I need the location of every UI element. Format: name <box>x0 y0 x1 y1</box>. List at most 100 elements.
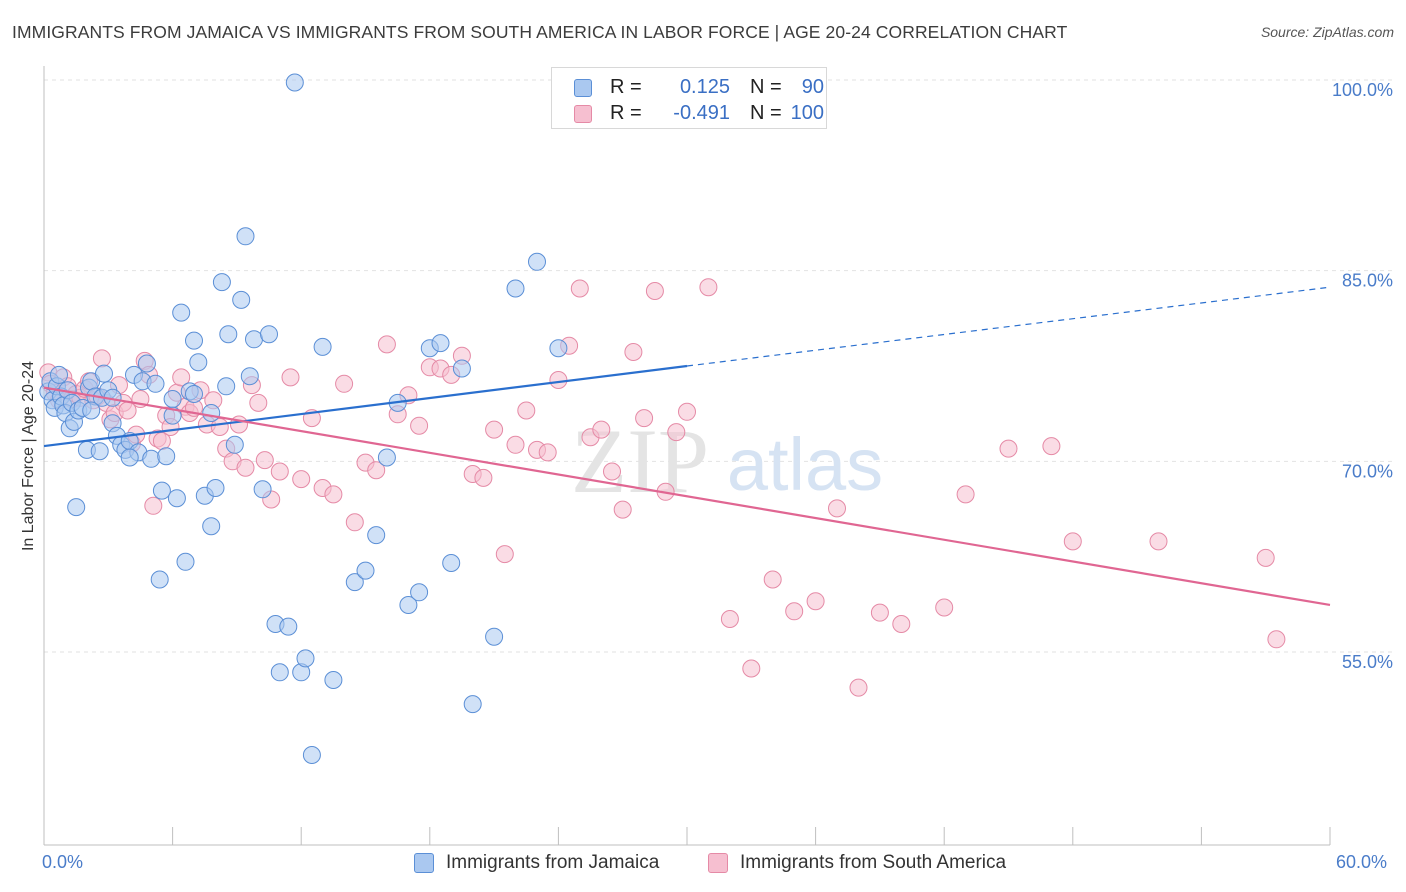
south-america-point <box>699 278 718 297</box>
jamaica-legend-swatch <box>414 853 434 873</box>
jamaica-point <box>206 479 225 497</box>
south-america-point <box>1267 630 1286 649</box>
jamaica-point <box>202 517 221 536</box>
south-america-point <box>1149 532 1168 551</box>
y-tick-label: 100.0% <box>1332 80 1393 100</box>
south-america-point <box>270 462 289 481</box>
y-tick-label: 85.0% <box>1342 271 1393 291</box>
jamaica-point <box>279 617 298 636</box>
jamaica-swatch <box>574 79 592 97</box>
south-america-point <box>635 409 654 428</box>
jamaica-point <box>90 442 109 461</box>
south-america-point <box>538 443 557 462</box>
jamaica-point <box>232 290 251 309</box>
n-label: N = <box>750 102 782 124</box>
jamaica-point <box>377 448 396 467</box>
jamaica-point <box>410 583 429 602</box>
jamaica-point <box>285 73 304 92</box>
south-america-r-value: -0.491 <box>673 102 730 124</box>
jamaica-point <box>506 279 525 298</box>
south-america-n-value: 100 <box>790 102 824 124</box>
jamaica-r-value: 0.125 <box>679 76 730 98</box>
jamaica-point <box>137 354 156 373</box>
south-america-point <box>485 420 504 439</box>
trend-lines <box>43 286 1331 607</box>
n-label: N = <box>750 76 782 98</box>
jamaica-point <box>157 447 176 466</box>
south-america-point <box>870 603 889 622</box>
south-america-trend-line <box>43 386 1331 607</box>
jamaica-point <box>356 561 375 580</box>
south-america-point <box>506 435 525 454</box>
south-america-point <box>367 461 386 480</box>
jamaica-point <box>176 552 195 571</box>
axes <box>43 66 1331 846</box>
jamaica-point <box>324 671 343 689</box>
jamaica-point <box>296 649 315 668</box>
jamaica-point <box>120 448 139 467</box>
jamaica-point <box>142 449 161 468</box>
jamaica-point <box>219 325 238 344</box>
south-america-point <box>763 570 782 589</box>
south-america-point <box>495 545 514 564</box>
jamaica-point <box>163 390 182 408</box>
jamaica-point <box>302 746 321 764</box>
south-america-swatch <box>574 105 592 123</box>
south-america-point <box>172 368 191 387</box>
chart-title: IMMIGRANTS FROM JAMAICA VS IMMIGRANTS FR… <box>12 22 1068 42</box>
jamaica-point <box>485 627 504 646</box>
jamaica-point <box>82 401 101 420</box>
jamaica-point <box>212 273 231 292</box>
south-america-point <box>92 349 111 368</box>
south-america-point <box>785 602 804 621</box>
jamaica-point <box>185 331 203 350</box>
south-america-point <box>474 468 493 487</box>
jamaica-point <box>253 480 272 499</box>
jamaica-point <box>150 570 169 589</box>
south-america-point <box>1256 548 1275 567</box>
south-america-point <box>720 610 739 628</box>
south-america-point <box>410 416 429 435</box>
jamaica-point <box>260 325 278 344</box>
south-america-point <box>999 439 1018 458</box>
south-america-point <box>1042 437 1061 456</box>
source-label: Source: ZipAtlas.com <box>1260 24 1394 40</box>
south-america-point <box>517 401 536 420</box>
jamaica-point <box>217 377 236 396</box>
r-label: R = <box>610 102 642 124</box>
south-america-point <box>645 282 664 300</box>
jamaica-trend-extension <box>686 286 1331 367</box>
jamaica-point <box>50 365 68 384</box>
south-america-legend-swatch <box>708 853 728 873</box>
south-america-point <box>281 368 300 387</box>
jamaica-trend-line <box>43 364 688 448</box>
south-america-point <box>335 374 354 393</box>
south-america-point <box>624 343 643 361</box>
jamaica-point <box>95 364 113 383</box>
south-america-point <box>1063 532 1082 551</box>
jamaica-point <box>146 374 165 393</box>
south-america-point <box>236 458 255 477</box>
watermark: ZIP atlas <box>571 410 883 512</box>
watermark-atlas: atlas <box>727 423 883 506</box>
jamaica-point <box>452 359 471 378</box>
y-tick-labels: 55.0% 70.0% 85.0% 100.0% <box>1332 80 1393 672</box>
stats-legend: R = 0.125 N = 90 R = -0.491 N = 100 <box>551 67 827 129</box>
south-america-legend-label: Immigrants from South America <box>740 852 1007 873</box>
south-america-point <box>956 485 975 504</box>
jamaica-point <box>367 526 386 545</box>
jamaica-point <box>442 554 461 572</box>
south-america-point <box>678 402 696 421</box>
x-tick-min: 0.0% <box>42 852 84 872</box>
jamaica-point <box>399 596 418 614</box>
y-axis-label: In Labor Force | Age 20-24 <box>20 360 37 552</box>
x-tick-max: 60.0% <box>1336 852 1388 872</box>
jamaica-point <box>67 498 86 517</box>
south-america-point <box>613 500 632 519</box>
jamaica-point <box>270 663 289 682</box>
south-america-point <box>144 496 163 515</box>
gridlines <box>44 79 1392 653</box>
south-america-point <box>828 499 846 518</box>
south-america-point <box>806 592 825 611</box>
south-america-point <box>667 423 686 442</box>
